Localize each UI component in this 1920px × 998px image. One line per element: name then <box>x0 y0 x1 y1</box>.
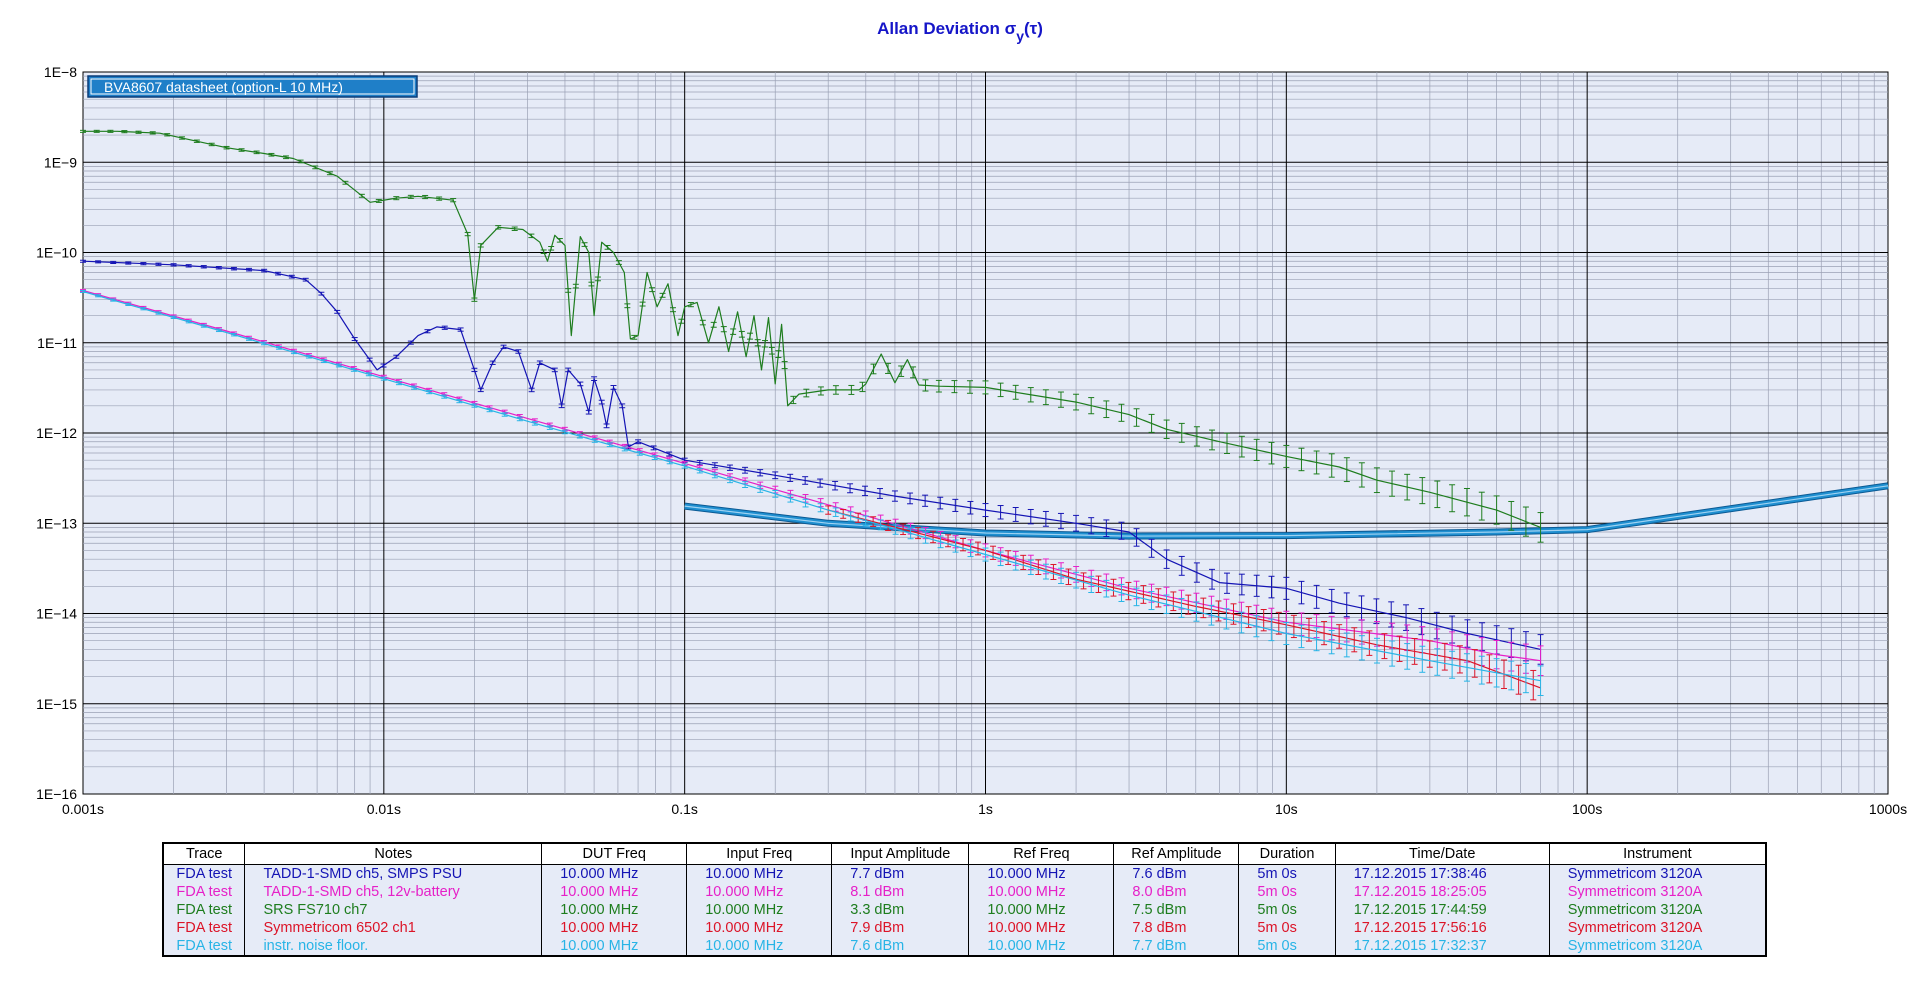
table-cell: 10.000 MHz <box>541 883 687 901</box>
table-cell: FDA test <box>162 864 245 883</box>
x-tick-label: 0.001s <box>62 801 104 817</box>
table-cell: 8.1 dBm <box>831 883 969 901</box>
table-cell: 17.12.2015 18:25:05 <box>1334 883 1550 901</box>
table-cell: instr. noise floor. <box>244 937 542 956</box>
datasheet-band-highlight <box>684 485 1889 537</box>
chart-title: Allan Deviation σy(τ) <box>877 19 1043 44</box>
allan-deviation-chart: Allan Deviation σy(τ) 0.001s 0.01s 0.1s 1s 1… <box>36 19 1907 817</box>
y-tick-label: 1E−9 <box>44 154 77 170</box>
column-header: Ref Amplitude <box>1113 842 1240 865</box>
column-header: Input Freq <box>686 842 833 865</box>
table-row: FDA test TADD-1-SMD ch5, 12v-battery 10.00… <box>162 883 1766 901</box>
table-cell: 17.12.2015 17:56:16 <box>1334 919 1550 937</box>
y-tick-label: 1E−16 <box>36 786 77 802</box>
series-line <box>82 289 1541 662</box>
x-tick-label: 1000s <box>1869 801 1907 817</box>
y-tick-label: 1E−14 <box>36 606 77 622</box>
table-row: FDA test Symmetricom 6502 ch1 10.000 MHz 10… <box>162 919 1766 937</box>
major-gridlines <box>83 72 1888 794</box>
table-cell: 8.0 dBm <box>1113 883 1239 901</box>
table-cell: Symmetricom 3120A <box>1548 883 1766 901</box>
x-tick-label: 0.01s <box>367 801 401 817</box>
series-layer <box>80 129 1889 701</box>
table-cell: FDA test <box>162 937 245 956</box>
table-cell: TADD-1-SMD ch5, SMPS PSU <box>244 864 542 883</box>
table-cell: Symmetricom 3120A <box>1548 937 1766 956</box>
y-tick-label: 1E−15 <box>36 696 77 712</box>
table-cell: 3.3 dBm <box>831 901 969 919</box>
table-cell: FDA test <box>162 901 245 919</box>
table-cell: 10.000 MHz <box>968 883 1114 901</box>
table-cell: 10.000 MHz <box>686 864 832 883</box>
trace-info-table: Trace Notes DUT Freq Input Freq Input Amplit… <box>162 842 1767 957</box>
column-header: Ref Freq <box>968 842 1115 865</box>
table-cell: 10.000 MHz <box>541 937 687 956</box>
table-cell: 7.6 dBm <box>831 937 969 956</box>
table-cell: 5m 0s <box>1238 919 1336 937</box>
table-cell: 10.000 MHz <box>968 864 1114 883</box>
y-tick-label: 1E−12 <box>36 425 77 441</box>
table-cell: 17.12.2015 17:44:59 <box>1334 901 1550 919</box>
y-tick-label: 1E−10 <box>36 245 77 261</box>
table-cell: 7.7 dBm <box>831 864 969 883</box>
table-cell: Symmetricom 3120A <box>1548 919 1766 937</box>
table-cell: TADD-1-SMD ch5, 12v-battery <box>244 883 542 901</box>
table-cell: 5m 0s <box>1238 901 1336 919</box>
x-tick-label: 100s <box>1572 801 1602 817</box>
table-cell: 5m 0s <box>1238 883 1336 901</box>
table-cell: 5m 0s <box>1238 864 1336 883</box>
table-cell: 10.000 MHz <box>968 937 1114 956</box>
x-tick-label: 1s <box>978 801 993 817</box>
column-header: Notes <box>244 842 543 865</box>
table-row: FDA test TADD-1-SMD ch5, SMPS PSU 10.000 M… <box>162 864 1766 883</box>
table-cell: SRS FS710 ch7 <box>244 901 542 919</box>
y-tick-label: 1E−8 <box>44 64 77 80</box>
column-header: Trace <box>162 842 246 865</box>
series-line <box>82 290 1541 682</box>
table-cell: 5m 0s <box>1238 937 1336 956</box>
table-cell: 10.000 MHz <box>968 919 1114 937</box>
table-cell: 17.12.2015 17:32:37 <box>1334 937 1550 956</box>
table-cell: 7.7 dBm <box>1113 937 1239 956</box>
table-cell: 10.000 MHz <box>686 883 832 901</box>
table-row: FDA test SRS FS710 ch7 10.000 MHz 10.000 MH… <box>162 901 1766 919</box>
column-header: DUT Freq <box>541 842 688 865</box>
axis-tick-labels: 0.001s 0.01s 0.1s 1s 10s 100s 1000s 1E−8 1E−9 1E−… <box>36 64 1907 817</box>
table-cell: 7.9 dBm <box>831 919 969 937</box>
table-cell: 7.5 dBm <box>1113 901 1239 919</box>
column-header: Instrument <box>1548 842 1767 865</box>
table-cell: 10.000 MHz <box>541 864 687 883</box>
x-tick-label: 0.1s <box>671 801 697 817</box>
table-header-row: Trace Notes DUT Freq Input Freq Input Amplit… <box>162 842 1767 865</box>
table-cell: FDA test <box>162 883 245 901</box>
table-cell: 7.6 dBm <box>1113 864 1239 883</box>
table-cell: Symmetricom 6502 ch1 <box>244 919 542 937</box>
table-cell: 10.000 MHz <box>686 901 832 919</box>
table-cell: 10.000 MHz <box>686 937 832 956</box>
table-cell: Symmetricom 3120A <box>1548 901 1766 919</box>
column-header: Input Amplitude <box>831 842 970 865</box>
y-tick-label: 1E−11 <box>37 335 77 351</box>
table-cell: 7.8 dBm <box>1113 919 1239 937</box>
table-row: FDA test instr. noise floor. 10.000 MHz 10.… <box>162 937 1766 956</box>
column-header: Time/Date <box>1334 842 1550 865</box>
table-cell: 10.000 MHz <box>541 901 687 919</box>
x-tick-label: 10s <box>1275 801 1298 817</box>
column-header: Duration <box>1238 842 1336 865</box>
y-tick-label: 1E−13 <box>36 515 77 531</box>
table-cell: FDA test <box>162 919 245 937</box>
series-line <box>82 260 1541 650</box>
table-cell: 17.12.2015 17:38:46 <box>1334 864 1550 883</box>
legend-box-label: BVA8607 datasheet (option-L 10 MHz) <box>104 79 343 95</box>
table-body: FDA test TADD-1-SMD ch5, SMPS PSU 10.000 M… <box>162 864 1766 956</box>
table-cell: 10.000 MHz <box>541 919 687 937</box>
legend-box: BVA8607 datasheet (option-L 10 MHz) <box>87 75 418 98</box>
table-cell: 10.000 MHz <box>968 901 1114 919</box>
table-cell: Symmetricom 3120A <box>1548 864 1766 883</box>
table-cell: 10.000 MHz <box>686 919 832 937</box>
